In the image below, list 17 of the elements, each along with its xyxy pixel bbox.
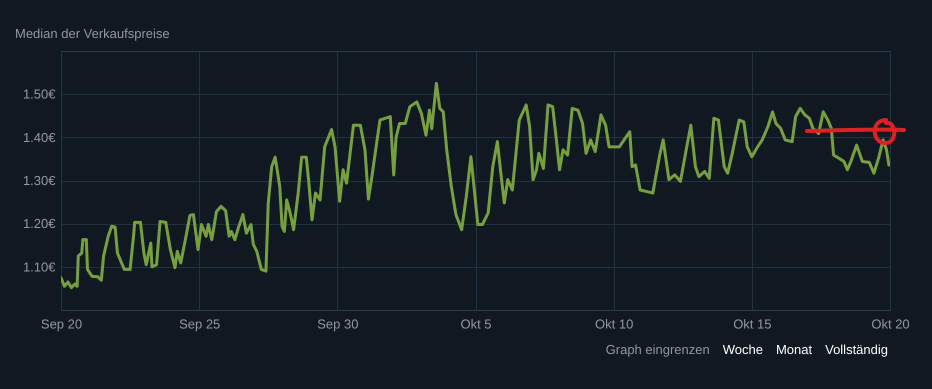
x-tick-label: Okt 10 xyxy=(595,316,634,332)
x-tick-label: Okt 15 xyxy=(733,316,772,332)
x-tick-label: Sep 20 xyxy=(40,316,82,332)
y-tick-label: 1.30€ xyxy=(22,173,56,188)
text: Vollständig xyxy=(825,342,888,357)
x-tick-label: Okt 5 xyxy=(460,316,492,332)
y-tick-label: 1.10€ xyxy=(22,259,56,274)
text: Monat xyxy=(776,342,812,357)
text: Graph eingrenzen xyxy=(606,342,710,357)
y-tick-label: 1.40€ xyxy=(22,130,56,145)
x-tick-label: Sep 30 xyxy=(317,316,358,332)
y-tick-label: 1.20€ xyxy=(22,216,56,232)
y-tick-label: 1.50€ xyxy=(22,86,56,102)
x-tick-label: Okt 20 xyxy=(871,316,910,332)
text: Woche xyxy=(722,342,763,357)
x-tick-label: Sep 25 xyxy=(179,316,220,332)
chart-title: Median der Verkaufspreise xyxy=(15,26,170,41)
